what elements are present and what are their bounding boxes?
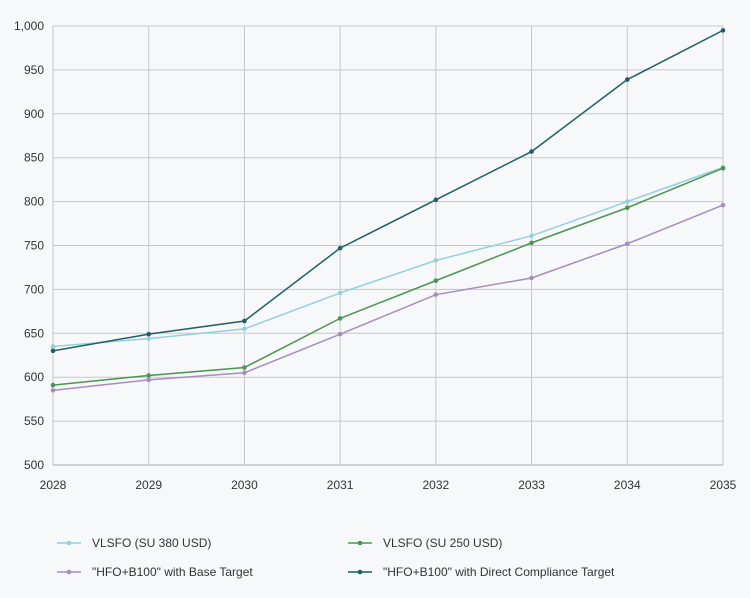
- series-point: [337, 245, 343, 251]
- series-point: [624, 199, 630, 204]
- legend-swatch-marker: [357, 540, 363, 546]
- series-point: [529, 149, 534, 154]
- series-point: [50, 348, 56, 354]
- series-point: [720, 165, 726, 171]
- series-point: [146, 373, 152, 378]
- series-point: [337, 331, 343, 337]
- legend-swatch-marker: [357, 569, 363, 575]
- series-point: [50, 388, 56, 393]
- series-point: [337, 316, 343, 321]
- x-tick-label: 2035: [710, 478, 737, 492]
- series-point: [433, 197, 439, 203]
- series-point: [50, 344, 56, 349]
- y-tick-label: 1,000: [14, 19, 44, 33]
- series-point: [529, 275, 534, 281]
- x-tick-label: 2033: [518, 478, 545, 492]
- x-tick-label: 2034: [614, 478, 641, 492]
- series-point: [337, 290, 343, 296]
- y-tick-label: 800: [24, 195, 44, 209]
- y-tick-label: 750: [24, 239, 44, 253]
- x-tick-label: 2031: [327, 478, 354, 492]
- legend-label: "HFO+B100" with Direct Compliance Target: [383, 565, 615, 579]
- series-point: [50, 382, 56, 388]
- y-tick-label: 600: [24, 370, 44, 384]
- series-point: [242, 326, 247, 332]
- series-point: [242, 318, 247, 324]
- y-tick-label: 500: [24, 458, 44, 472]
- series-point: [529, 233, 534, 239]
- legend-label: VLSFO (SU 250 USD): [383, 536, 502, 550]
- series-point: [146, 336, 152, 341]
- x-tick-label: 2029: [135, 478, 162, 492]
- y-tick-label: 700: [24, 282, 44, 296]
- legend-swatch-marker: [66, 569, 72, 575]
- legend-label: "HFO+B100" with Base Target: [92, 565, 253, 579]
- series-line: [52, 29, 724, 352]
- series-point: [146, 377, 152, 383]
- series-point: [720, 28, 726, 33]
- x-tick-label: 2030: [231, 478, 258, 492]
- y-tick-label: 900: [24, 107, 44, 121]
- series-point: [720, 202, 726, 208]
- legend-label: VLSFO (SU 380 USD): [92, 536, 211, 550]
- x-tick-label: 2032: [423, 478, 450, 492]
- series-point: [624, 77, 630, 82]
- x-tick-label: 2028: [40, 478, 67, 492]
- y-tick-label: 650: [24, 326, 44, 340]
- series-point: [242, 365, 247, 370]
- series-point: [433, 258, 439, 263]
- series-point: [529, 240, 534, 246]
- series-line: [52, 166, 724, 348]
- series-line: [52, 204, 724, 392]
- series-line: [52, 167, 724, 386]
- series-point: [624, 241, 630, 247]
- y-tick-label: 850: [24, 151, 44, 165]
- series-point: [433, 278, 439, 283]
- y-tick-label: 950: [24, 63, 44, 77]
- series-point: [624, 205, 630, 211]
- y-tick-label: 550: [24, 414, 44, 428]
- series-point: [146, 331, 152, 337]
- series-point: [242, 370, 247, 376]
- series-point: [433, 292, 439, 297]
- legend-swatch-marker: [66, 540, 72, 546]
